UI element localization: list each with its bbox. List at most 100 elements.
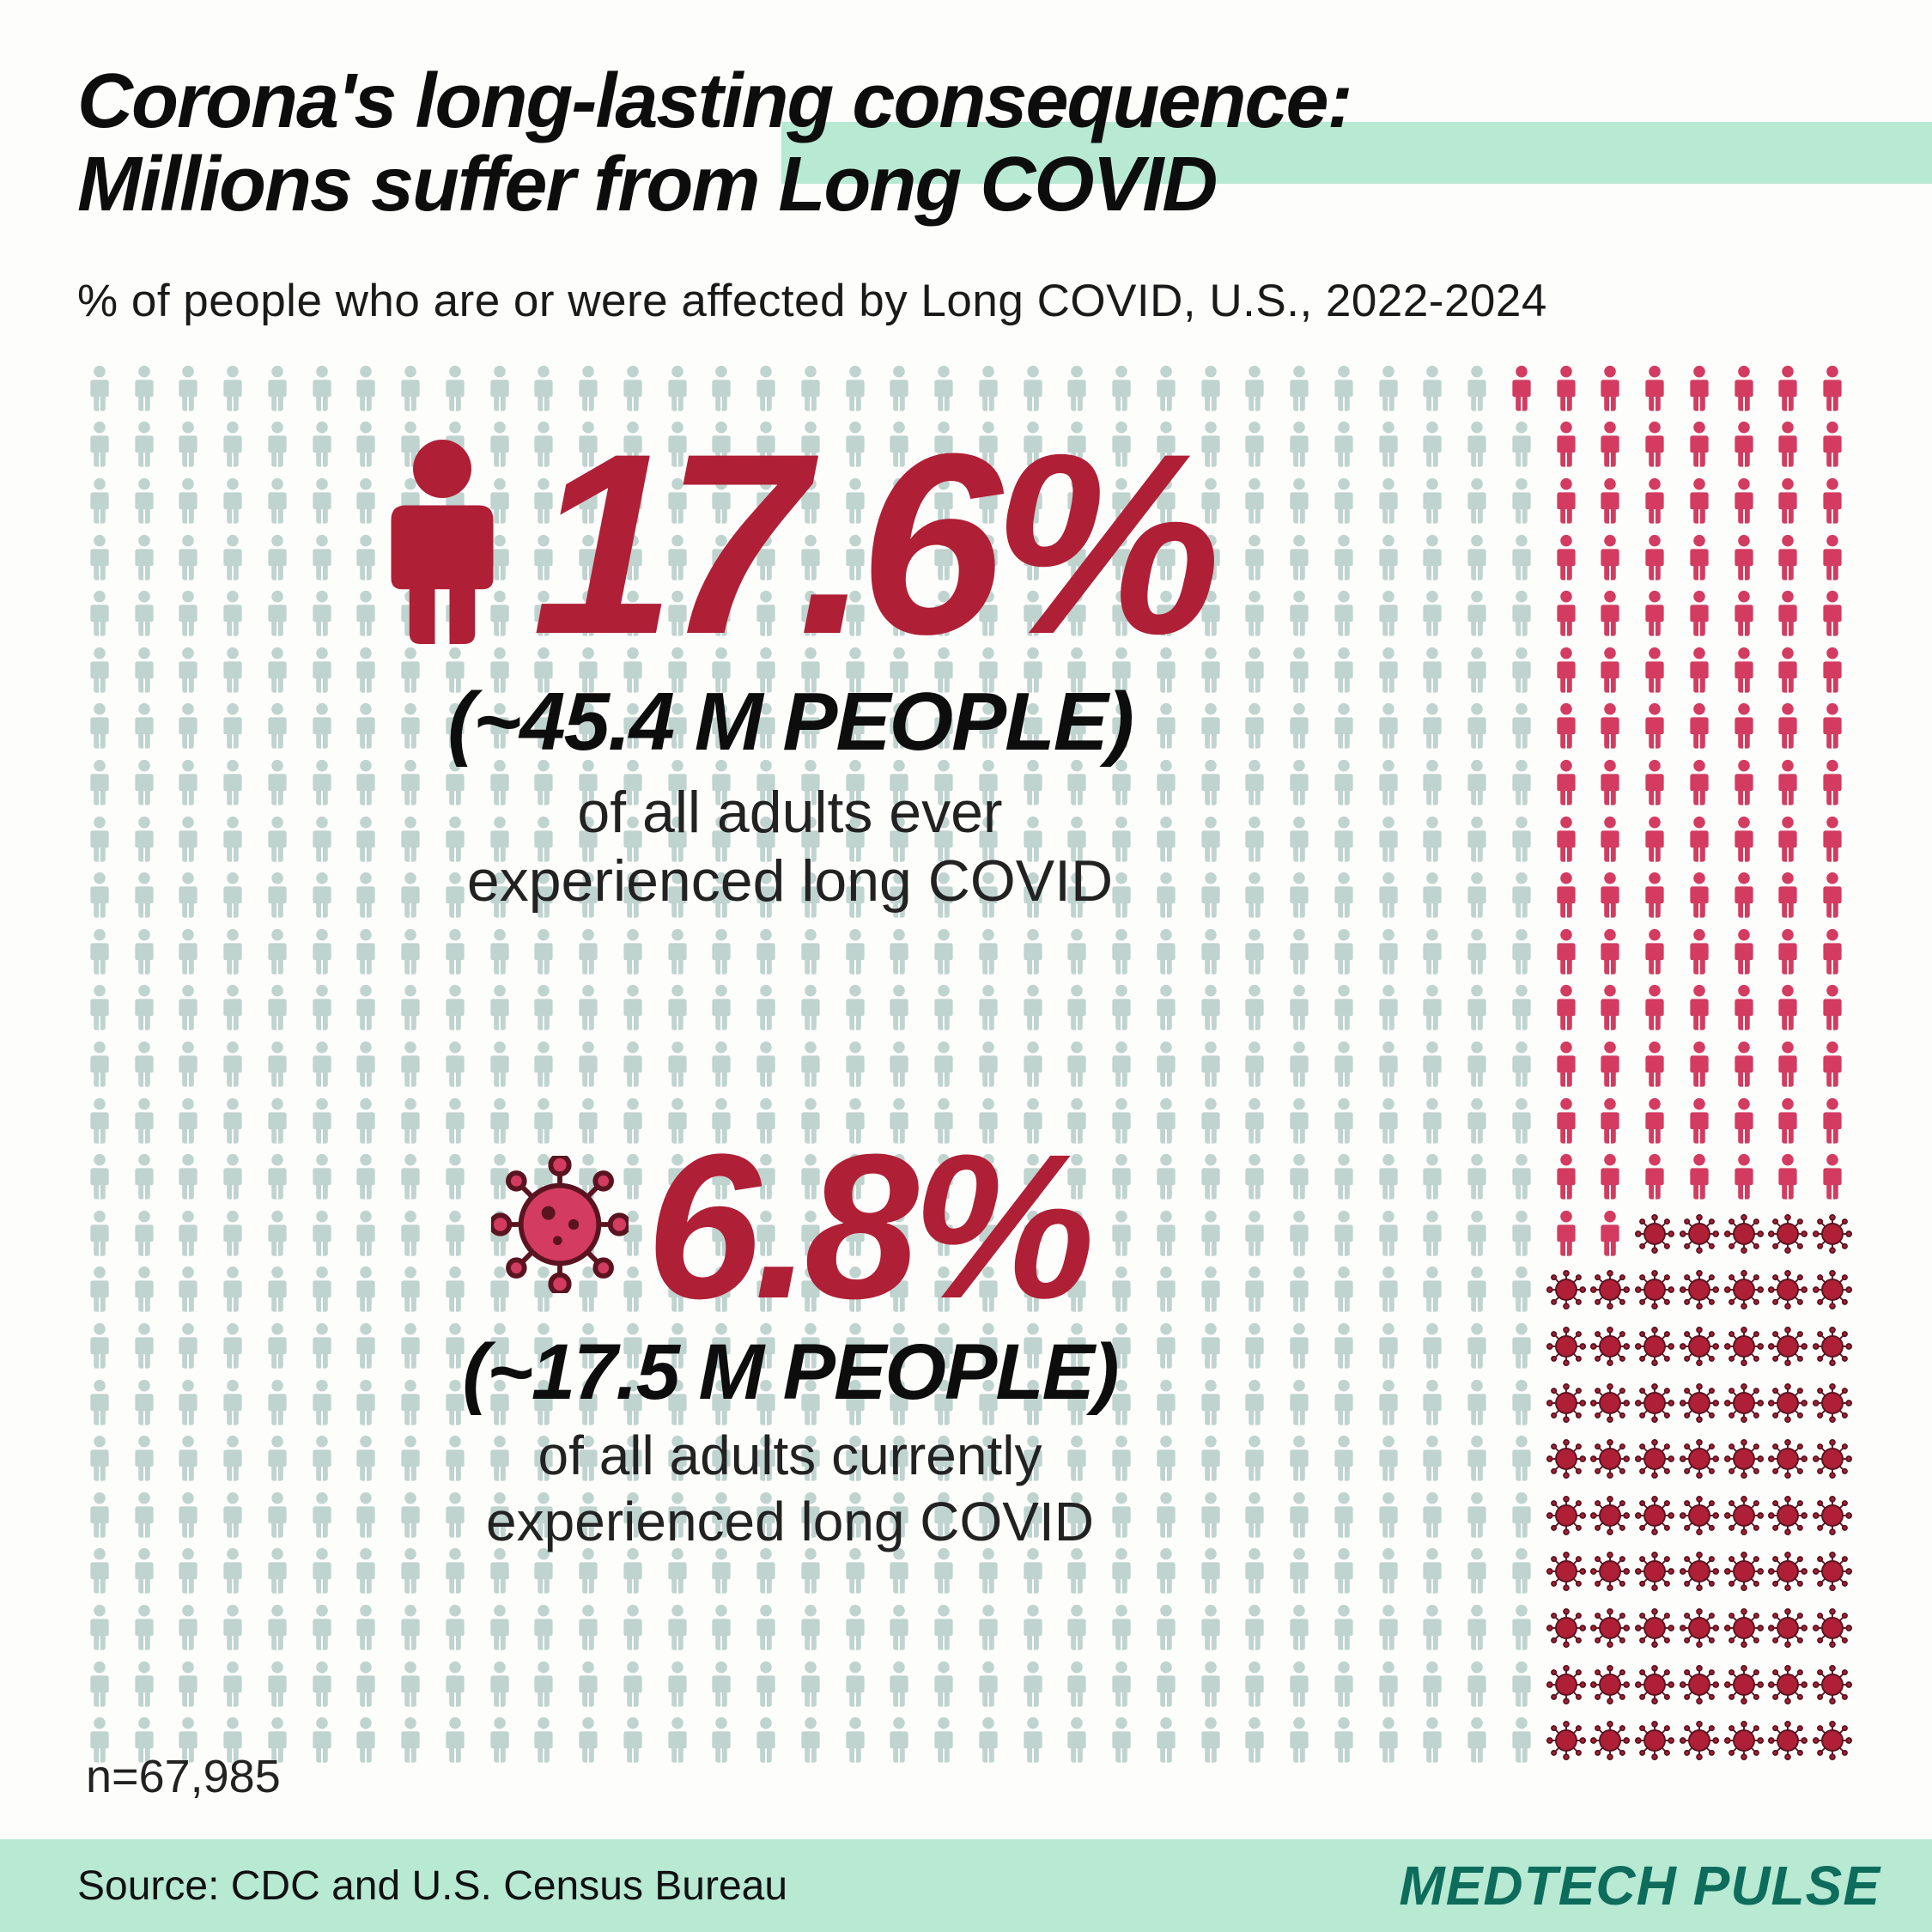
- pictogram-unit: [1810, 1712, 1855, 1769]
- pictogram-unit: [1055, 1712, 1100, 1769]
- pictogram-unit: [1810, 1093, 1855, 1150]
- pictogram-unit: [1499, 699, 1544, 756]
- pictogram-unit: [522, 1712, 567, 1769]
- pictogram-unit: [1677, 867, 1722, 924]
- pictogram-unit: [1810, 1149, 1855, 1206]
- pictogram-unit: [1011, 924, 1055, 981]
- pictogram-unit: [1677, 586, 1722, 642]
- pictogram-unit: [122, 361, 167, 417]
- pictogram-unit: [1544, 699, 1589, 756]
- pictogram-unit: [1544, 1262, 1589, 1319]
- stat-current-desc-2: experienced long COVID: [486, 1491, 1094, 1552]
- pictogram-unit: [122, 473, 167, 530]
- pictogram-unit: [1810, 1600, 1855, 1656]
- pictogram-unit: [300, 981, 344, 1037]
- pictogram-unit: [611, 1656, 655, 1713]
- pictogram-unit: [788, 981, 833, 1037]
- title-block: Corona's long-lasting consequence: Milli…: [77, 60, 1855, 227]
- pictogram-unit: [300, 1036, 344, 1093]
- pictogram-unit: [1544, 867, 1589, 924]
- pictogram-unit: [1411, 586, 1455, 642]
- pictogram-unit: [388, 924, 433, 981]
- pictogram-unit: [1589, 1487, 1633, 1544]
- pictogram-unit: [122, 1600, 167, 1656]
- pictogram-unit: [1544, 755, 1589, 811]
- pictogram-unit: [788, 1036, 833, 1093]
- pictogram-unit: [1766, 1431, 1811, 1487]
- pictogram-unit: [611, 1600, 655, 1656]
- pictogram-unit: [1810, 1544, 1855, 1601]
- pictogram-unit: [1810, 1262, 1855, 1319]
- pictogram-unit: [1544, 1431, 1589, 1487]
- pictogram-unit: [344, 924, 389, 981]
- title-line-1: Corona's long-lasting consequence:: [77, 58, 1352, 144]
- pictogram-unit: [1099, 1036, 1144, 1093]
- pictogram-unit: [1499, 1656, 1544, 1713]
- pictogram-unit: [1632, 1206, 1677, 1262]
- pictogram-unit: [77, 1206, 122, 1262]
- pictogram-unit: [77, 1375, 122, 1431]
- pictogram-unit: [1589, 1544, 1633, 1601]
- pictogram-unit: [344, 1656, 389, 1713]
- pictogram-unit: [1722, 1375, 1766, 1431]
- pictogram-unit: [1455, 642, 1499, 699]
- pictogram-unit: [1722, 1600, 1766, 1656]
- pictogram-unit: [1499, 586, 1544, 642]
- pictogram-unit: [1499, 417, 1544, 474]
- pictogram-unit: [1677, 1375, 1722, 1431]
- pictogram-unit: [1766, 811, 1811, 868]
- pictogram-unit: [1589, 981, 1633, 1037]
- pictogram-unit: [122, 981, 167, 1037]
- pictogram-unit: [1722, 1318, 1766, 1375]
- pictogram-unit: [1632, 867, 1677, 924]
- pictogram-unit: [1766, 1375, 1811, 1431]
- virus-icon: [491, 1156, 629, 1297]
- pictogram-unit: [1411, 1206, 1455, 1262]
- stat-current-people: (~17.5 M PEOPLE): [189, 1327, 1391, 1418]
- pictogram-unit: [1766, 1712, 1811, 1769]
- pictogram-unit: [255, 1656, 300, 1713]
- pictogram-unit: [700, 981, 744, 1037]
- pictogram-unit: [1677, 361, 1722, 417]
- pictogram-unit: [1099, 924, 1144, 981]
- pictogram-unit: [1589, 699, 1633, 756]
- pictogram-unit: [1411, 1318, 1455, 1375]
- pictogram-unit: [1011, 1712, 1055, 1769]
- pictogram-unit: [1321, 1656, 1366, 1713]
- pictogram-unit: [77, 811, 122, 868]
- pictogram-unit: [1589, 1656, 1633, 1713]
- pictogram-unit: [1722, 361, 1766, 417]
- pictogram-unit: [700, 924, 744, 981]
- pictogram-unit: [1499, 1544, 1544, 1601]
- pictogram-unit: [1499, 1487, 1544, 1544]
- pictogram-unit: [1544, 1036, 1589, 1093]
- pictogram-unit: [1632, 811, 1677, 868]
- pictogram-unit: [1011, 1656, 1055, 1713]
- pictogram-unit: [1722, 981, 1766, 1037]
- pictogram-unit: [1766, 1600, 1811, 1656]
- pictogram-unit: [1810, 417, 1855, 474]
- pictogram-unit: [1544, 1375, 1589, 1431]
- pictogram-unit: [122, 642, 167, 699]
- pictogram-unit: [1055, 1036, 1100, 1093]
- pictogram-unit: [1722, 924, 1766, 981]
- pictogram-unit: [1411, 417, 1455, 474]
- pictogram-unit: [1632, 361, 1677, 417]
- pictogram-unit: [1677, 1318, 1722, 1375]
- pictogram-unit: [122, 699, 167, 756]
- pictogram-unit: [1099, 1712, 1144, 1769]
- pictogram-unit: [1455, 361, 1499, 417]
- pictogram-unit: [1632, 586, 1677, 642]
- pictogram-unit: [611, 981, 655, 1037]
- pictogram-unit: [1810, 530, 1855, 586]
- pictogram-unit: [1499, 1712, 1544, 1769]
- pictogram-unit: [1499, 642, 1544, 699]
- pictogram-unit: [1766, 755, 1811, 811]
- pictogram-unit: [433, 1036, 477, 1093]
- pictogram-unit: [1677, 642, 1722, 699]
- pictogram-unit: [1632, 1036, 1677, 1093]
- pictogram-unit: [522, 1600, 567, 1656]
- pictogram-unit: [1499, 1149, 1544, 1206]
- pictogram-unit: [1411, 811, 1455, 868]
- pictogram-unit: [788, 924, 833, 981]
